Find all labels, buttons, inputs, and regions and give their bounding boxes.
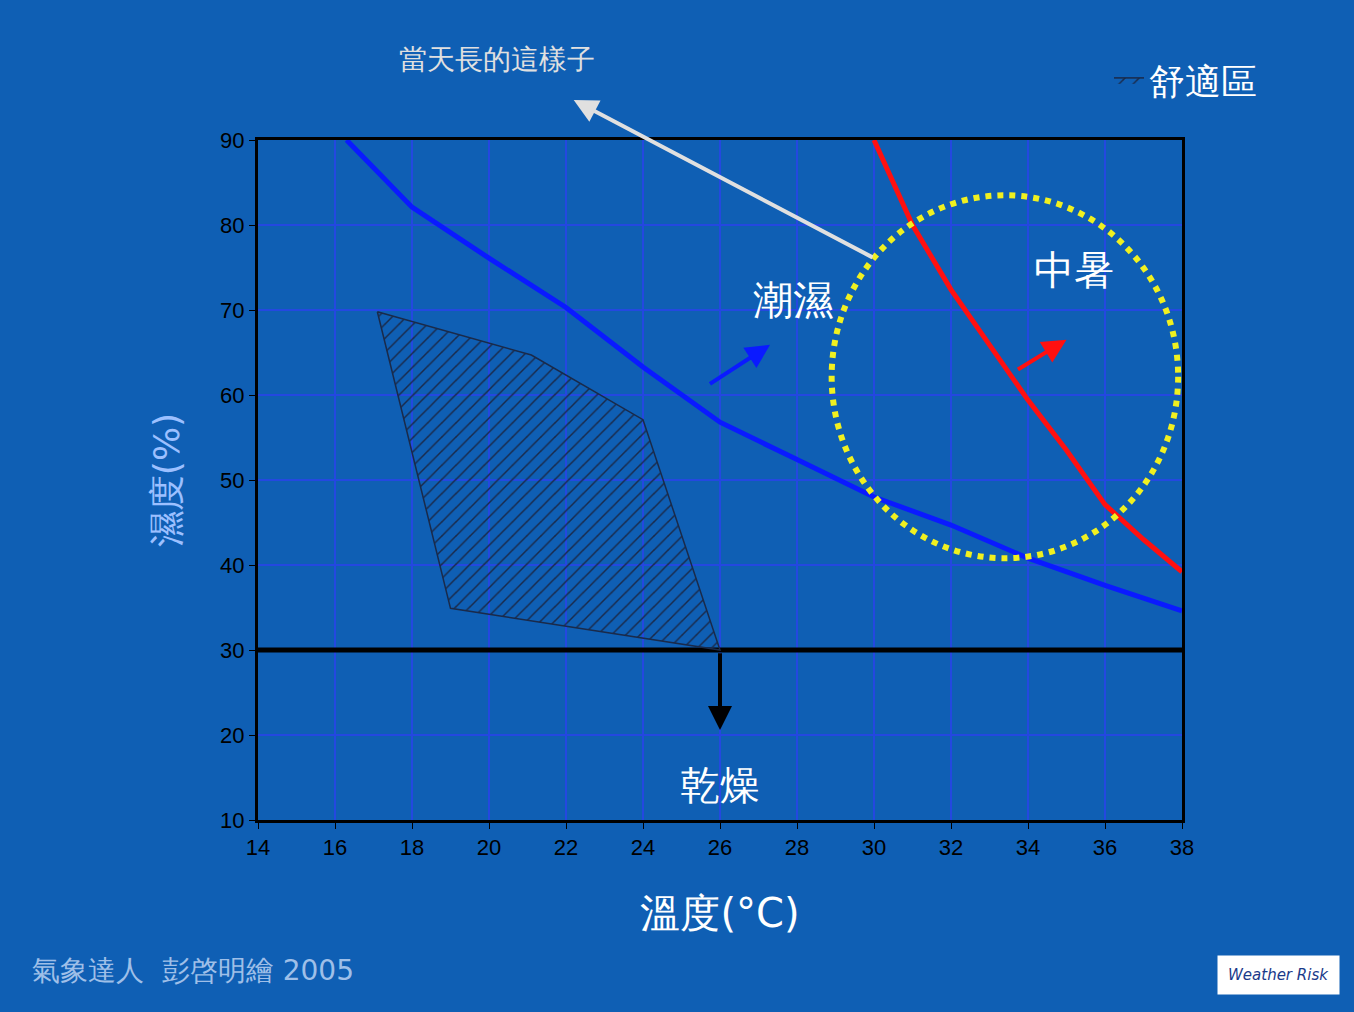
svg-text:50: 50	[220, 468, 244, 493]
svg-text:30: 30	[220, 638, 244, 663]
svg-text:40: 40	[220, 553, 244, 578]
svg-text:濕度(%): 濕度(%)	[146, 413, 187, 547]
svg-text:14: 14	[246, 835, 270, 860]
svg-text:36: 36	[1093, 835, 1117, 860]
svg-text:舒適區: 舒適區	[1149, 61, 1257, 102]
svg-text:Weather Risk: Weather Risk	[1228, 966, 1329, 984]
svg-text:26: 26	[708, 835, 732, 860]
svg-text:當天長的這樣子: 當天長的這樣子	[399, 43, 595, 76]
svg-text:20: 20	[220, 723, 244, 748]
svg-text:22: 22	[554, 835, 578, 860]
svg-text:70: 70	[220, 298, 244, 323]
svg-text:34: 34	[1016, 835, 1040, 860]
svg-text:乾燥: 乾燥	[680, 762, 760, 808]
svg-text:18: 18	[400, 835, 424, 860]
svg-text:90: 90	[220, 128, 244, 153]
svg-text:38: 38	[1170, 835, 1194, 860]
svg-text:30: 30	[862, 835, 886, 860]
svg-text:潮濕: 潮濕	[753, 277, 833, 323]
svg-text:中暑: 中暑	[1034, 247, 1114, 293]
svg-text:60: 60	[220, 383, 244, 408]
svg-text:16: 16	[323, 835, 347, 860]
svg-text:20: 20	[477, 835, 501, 860]
svg-text:氣象達人 彭啓明繪 2005: 氣象達人 彭啓明繪 2005	[32, 954, 354, 987]
svg-text:溫度(°C): 溫度(°C)	[640, 890, 799, 936]
svg-text:80: 80	[220, 213, 244, 238]
svg-text:28: 28	[785, 835, 809, 860]
svg-text:10: 10	[220, 808, 244, 833]
svg-text:24: 24	[631, 835, 655, 860]
svg-text:32: 32	[939, 835, 963, 860]
